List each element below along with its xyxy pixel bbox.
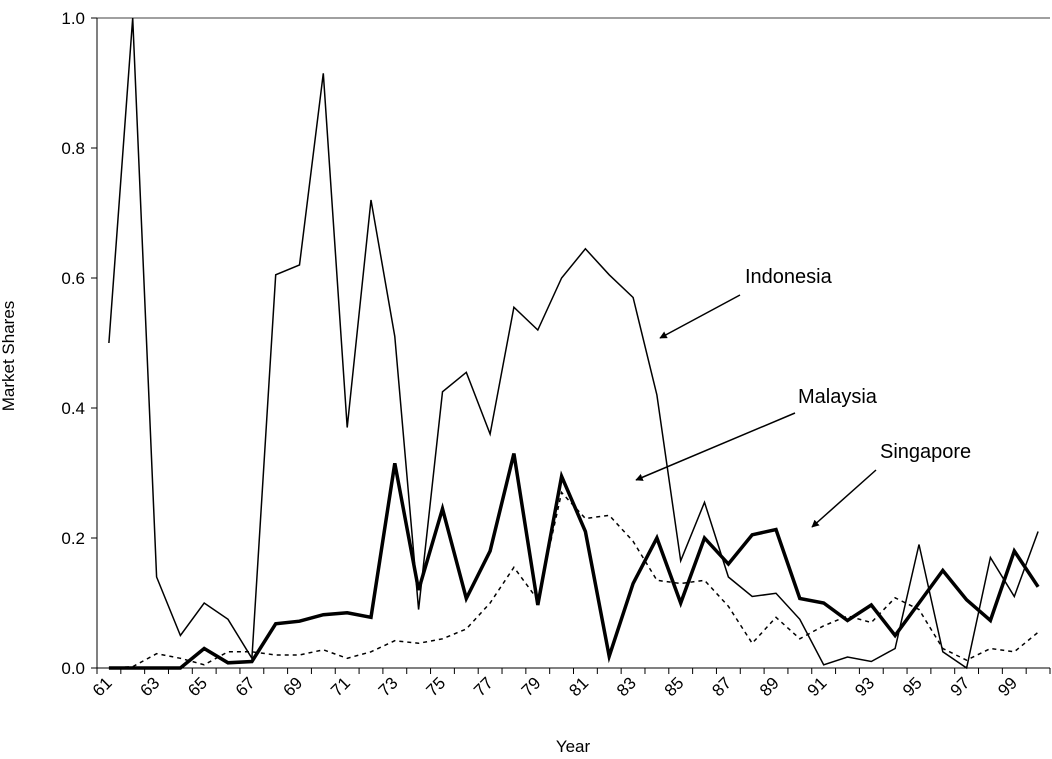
x-tick-label: 73 <box>375 673 402 700</box>
x-tick-label: 69 <box>280 673 307 700</box>
x-tick-label: 65 <box>184 673 211 700</box>
x-tick-label: 89 <box>756 673 783 700</box>
y-tick-label: 0.0 <box>61 659 85 678</box>
annotation-arrow <box>635 412 796 481</box>
x-tick-label: 79 <box>518 673 545 700</box>
annotation-arrow <box>811 469 877 528</box>
y-tick-label: 1.0 <box>61 9 85 28</box>
series-line <box>108 453 1040 670</box>
y-tick-label: 0.6 <box>61 269 85 288</box>
x-tick-label: 95 <box>899 673 926 700</box>
x-tick-label: 97 <box>947 673 974 700</box>
annotation-arrow <box>659 294 741 339</box>
x-tick-label: 91 <box>804 673 831 700</box>
x-tick-label: 87 <box>708 673 735 700</box>
x-tick-label: 93 <box>851 673 878 700</box>
series-annotation: Singapore <box>880 441 971 463</box>
x-tick-label: 85 <box>661 673 688 700</box>
y-tick-label: 0.4 <box>61 399 85 418</box>
x-tick-label: 61 <box>89 673 116 700</box>
series-line <box>108 490 1039 669</box>
y-axis-label: Market Shares <box>0 301 18 412</box>
x-tick-label: 75 <box>422 673 449 700</box>
x-tick-label: 77 <box>470 673 497 700</box>
series-annotation: Indonesia <box>745 266 833 288</box>
x-tick-label: 71 <box>327 673 354 700</box>
x-tick-label: 81 <box>565 673 592 700</box>
x-tick-label: 83 <box>613 673 640 700</box>
series-annotation: Malaysia <box>798 386 878 408</box>
y-tick-label: 0.8 <box>61 139 85 158</box>
x-tick-label: 67 <box>232 673 259 700</box>
x-tick-label: 99 <box>994 673 1021 700</box>
y-tick-label: 0.2 <box>61 529 85 548</box>
x-tick-label: 63 <box>137 673 164 700</box>
x-axis-label: Year <box>556 737 591 756</box>
series-line <box>108 17 1039 670</box>
